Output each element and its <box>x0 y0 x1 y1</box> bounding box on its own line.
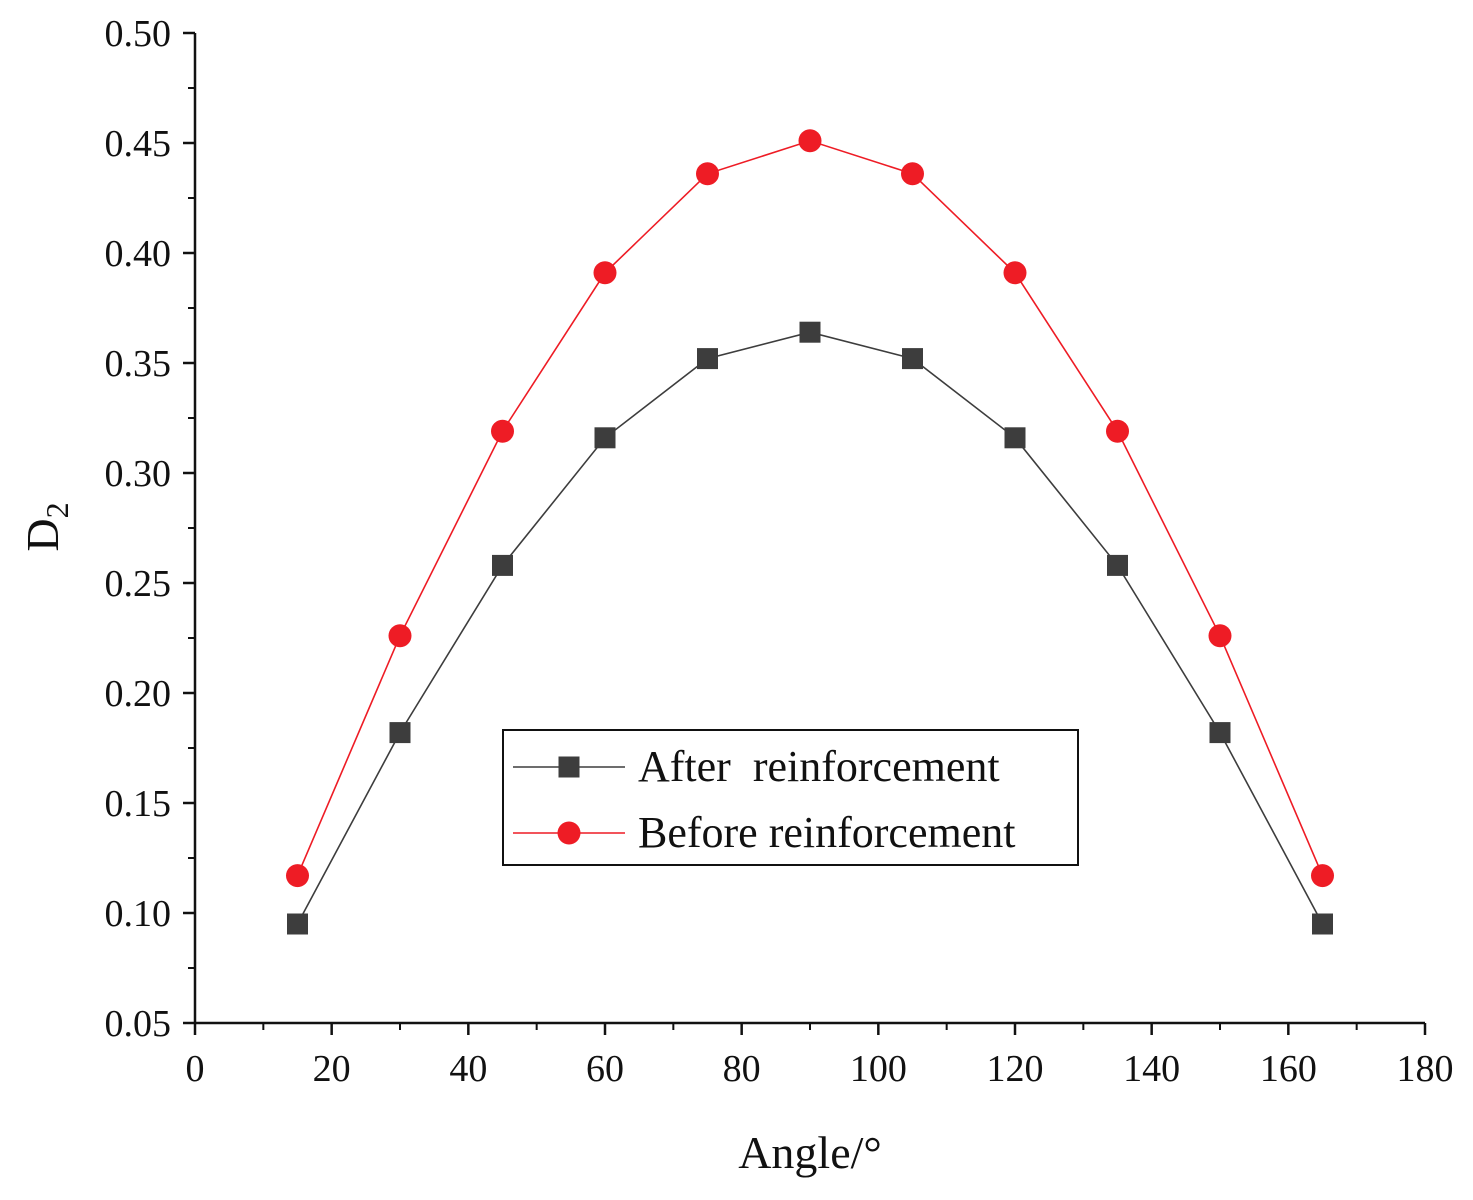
x-tick-label: 80 <box>723 1048 761 1090</box>
y-tick-label: 0.50 <box>105 13 172 55</box>
data-point <box>491 419 514 443</box>
data-point <box>492 554 513 576</box>
legend-box <box>502 729 1079 866</box>
x-axis-title: Angle/° <box>738 1127 882 1178</box>
series-before <box>286 129 1334 888</box>
data-point <box>696 162 719 186</box>
y-tick-label: 0.45 <box>105 123 172 165</box>
y-tick-label: 0.30 <box>105 453 172 495</box>
y-tick-label: 0.35 <box>105 343 172 385</box>
data-point <box>286 864 309 888</box>
x-tick-label: 60 <box>586 1048 624 1090</box>
data-point <box>388 624 412 648</box>
y-axis-title-main: D <box>17 518 68 551</box>
legend-label: Before reinforcement <box>638 808 1015 857</box>
series-after <box>287 321 1333 935</box>
data-point <box>1312 913 1333 935</box>
data-point <box>389 722 411 744</box>
y-tick-label: 0.25 <box>105 563 172 605</box>
y-tick-label: 0.20 <box>105 673 172 715</box>
y-tick-label: 0.10 <box>105 893 172 935</box>
legend: After reinforcement Before reinforcement <box>502 729 1079 866</box>
x-tick-label: 180 <box>1397 1048 1454 1090</box>
y-tick-label: 0.05 <box>105 1003 172 1045</box>
x-tick-label: 120 <box>987 1048 1044 1090</box>
data-point <box>1208 624 1232 648</box>
axes: 0 20 40 60 80 100 120 140 160 180 0.05 0.10 0.15 0.20… <box>105 13 1454 1090</box>
data-point <box>697 348 718 370</box>
x-tick-label: 40 <box>449 1048 487 1090</box>
data-point <box>1106 419 1129 443</box>
y-axis-title-subscript: 2 <box>39 502 75 518</box>
data-point <box>1003 261 1027 285</box>
data-point <box>1004 427 1026 449</box>
y-tick-label: 0.15 <box>105 783 172 825</box>
data-point <box>1209 722 1231 744</box>
data-point <box>901 162 924 186</box>
data-point <box>594 427 616 449</box>
data-point <box>1107 554 1128 576</box>
data-point <box>799 321 821 343</box>
y-tick-label: 0.40 <box>105 233 172 275</box>
x-tick-label: 0 <box>186 1048 205 1090</box>
data-point <box>287 913 308 935</box>
x-tick-label: 140 <box>1123 1048 1180 1090</box>
legend-label: After reinforcement <box>638 742 1000 791</box>
data-point <box>593 261 617 285</box>
x-tick-label: 160 <box>1260 1048 1317 1090</box>
series-layer <box>286 129 1334 935</box>
data-point <box>798 129 822 153</box>
data-point <box>902 348 923 370</box>
y-axis-title: D2 <box>17 502 75 551</box>
legend-marker <box>558 756 580 778</box>
x-tick-label: 100 <box>850 1048 907 1090</box>
legend-marker <box>557 821 581 845</box>
x-tick-label: 20 <box>313 1048 351 1090</box>
data-point <box>1311 864 1334 888</box>
